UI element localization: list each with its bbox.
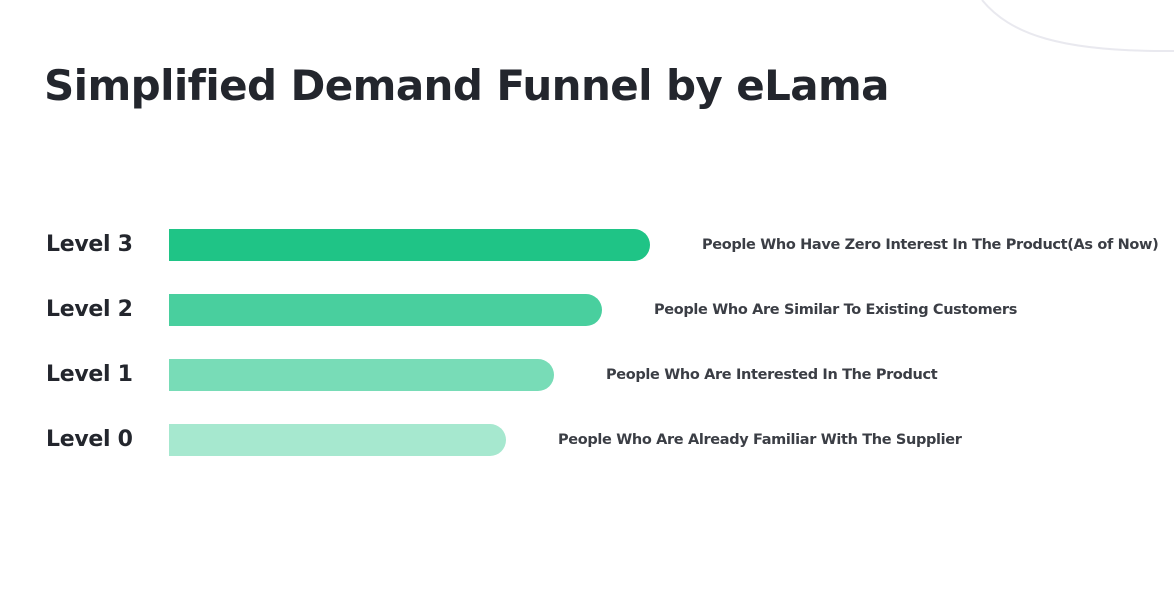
funnel-bar-level-0 — [169, 424, 506, 456]
level-description: People Who Are Interested In The Product — [606, 367, 938, 383]
funnel-row-level-1: Level 1 People Who Are Interested In The… — [0, 359, 1174, 391]
funnel-row-level-3: Level 3 People Who Have Zero Interest In… — [0, 229, 1174, 261]
funnel-bar-level-3 — [169, 229, 650, 261]
funnel-bar-level-2 — [169, 294, 602, 326]
level-description: People Who Are Already Familiar With The… — [558, 432, 962, 448]
level-description: People Who Are Similar To Existing Custo… — [654, 302, 1017, 318]
funnel-row-level-0: Level 0 People Who Are Already Familiar … — [0, 424, 1174, 456]
funnel-bar-level-1 — [169, 359, 554, 391]
level-label: Level 0 — [46, 427, 133, 452]
level-label: Level 1 — [46, 362, 133, 387]
level-label: Level 2 — [46, 297, 133, 322]
funnel-row-level-2: Level 2 People Who Are Similar To Existi… — [0, 294, 1174, 326]
level-description: People Who Have Zero Interest In The Pro… — [702, 237, 1159, 253]
page-title: Simplified Demand Funnel by eLama — [44, 61, 890, 110]
level-label: Level 3 — [46, 232, 133, 257]
